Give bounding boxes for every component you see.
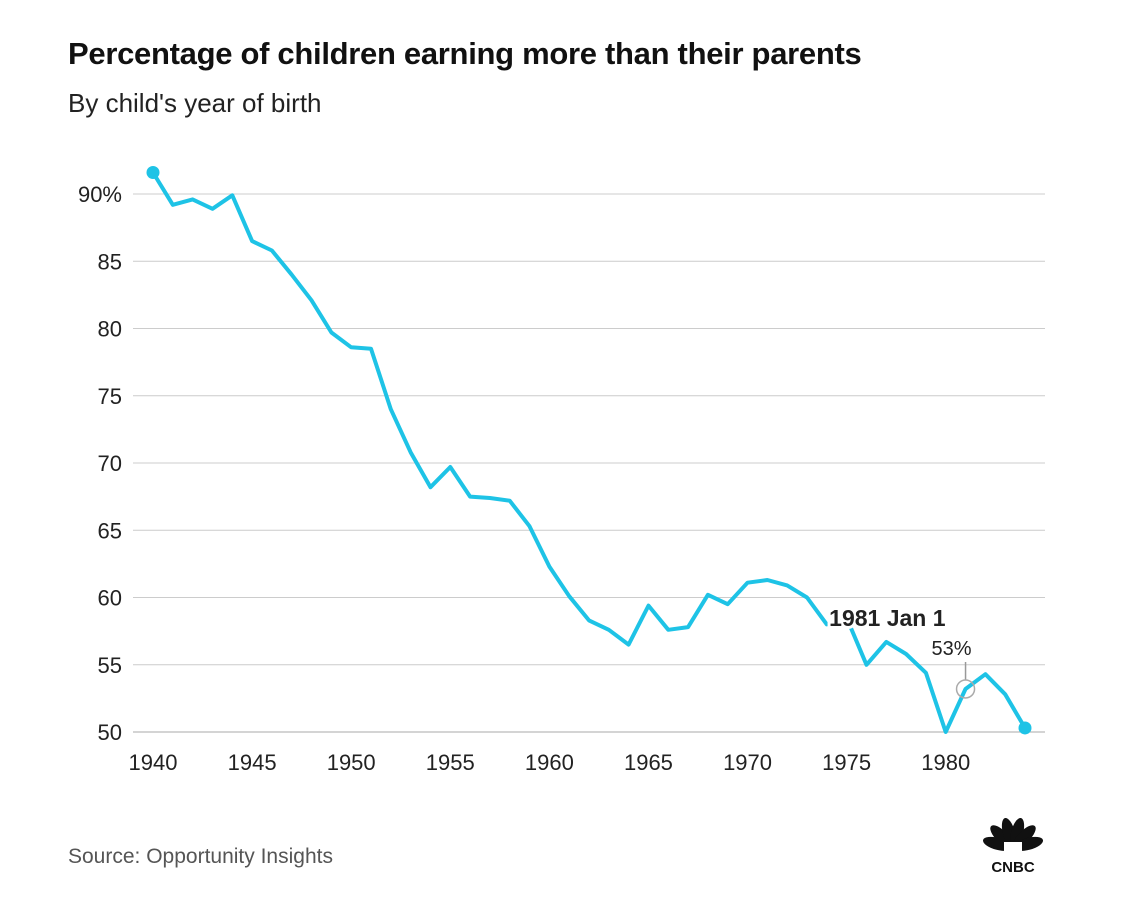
annotation-date-label: 1981 Jan 1 [829,605,946,631]
x-tick-label: 1955 [426,750,475,775]
y-tick-label: 65 [98,518,122,543]
x-tick-label: 1950 [327,750,376,775]
end-point [1018,721,1032,735]
y-axis-tick-labels: 50 55 60 65 70 75 80 85 90% [78,182,122,745]
y-tick-label: 75 [98,384,122,409]
cnbc-logo-text: CNBC [991,859,1034,874]
x-tick-label: 1975 [822,750,871,775]
y-tick-label: 80 [98,317,122,342]
y-tick-label: 90% [78,182,122,207]
y-tick-label: 55 [98,653,122,678]
x-tick-label: 1960 [525,750,574,775]
y-tick-label: 85 [98,249,122,274]
gridlines [133,193,1045,733]
chart-subtitle: By child's year of birth [68,88,322,118]
source-note: Source: Opportunity Insights [68,845,333,868]
x-tick-label: 1965 [624,750,673,775]
annotation-value-label: 53% [932,638,972,660]
y-tick-label: 60 [98,586,122,611]
x-axis-tick-labels: 1940 1945 1950 1955 1960 1965 1970 1975 1980 [129,750,971,775]
chart-title: Percentage of children earning more than… [68,36,862,71]
x-tick-label: 1970 [723,750,772,775]
tooltip-annotation: 1981 Jan 1 53% [826,602,976,699]
start-point [146,165,160,179]
y-tick-label: 50 [98,720,122,745]
series-line [151,170,1027,734]
x-tick-label: 1980 [921,750,970,775]
y-tick-label: 70 [98,451,122,476]
data-series [146,165,1032,735]
annotation-marker [955,679,976,699]
x-tick-label: 1945 [228,750,277,775]
x-tick-label: 1940 [129,750,178,775]
cnbc-logo: CNBC [982,817,1044,874]
